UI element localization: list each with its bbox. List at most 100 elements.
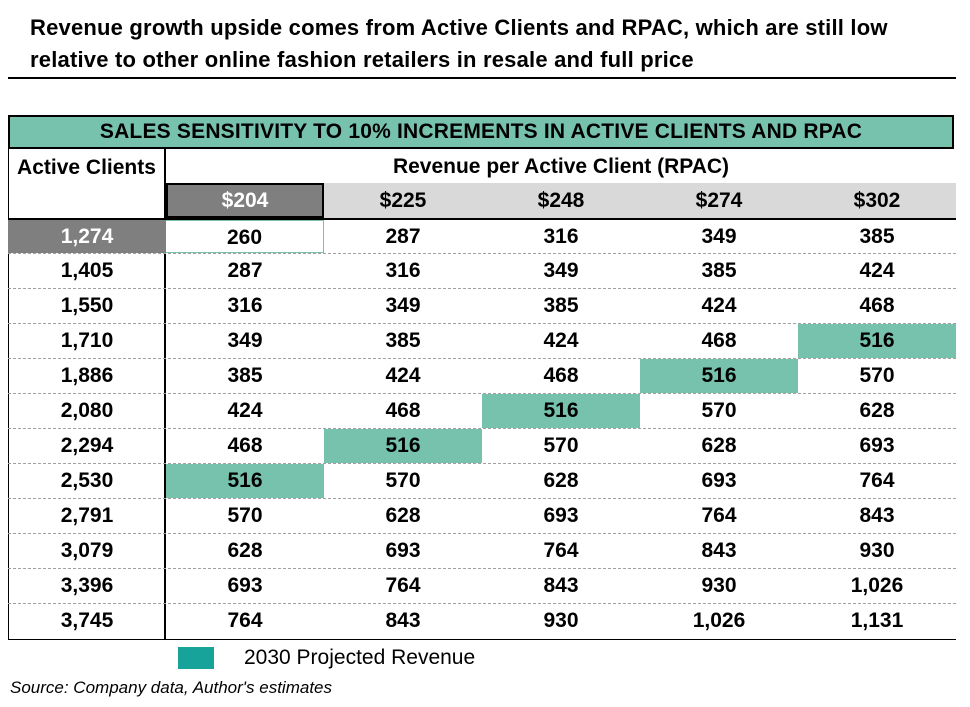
revenue-cell: 693 xyxy=(227,574,263,597)
active-clients-cell: 2,080 xyxy=(60,399,114,422)
revenue-cell: 468 xyxy=(227,434,263,457)
projected-revenue-cell: 516 xyxy=(166,464,324,498)
active-clients-cell: 1,274 xyxy=(8,220,166,253)
revenue-cell: 930 xyxy=(701,574,737,597)
revenue-cell: 385 xyxy=(385,329,421,352)
revenue-cell: 570 xyxy=(227,504,263,527)
revenue-cell: 764 xyxy=(543,539,579,562)
revenue-cell: 930 xyxy=(543,609,579,632)
table-row: 3,079 628 693 764 843 930 xyxy=(8,533,956,568)
revenue-cell: 349 xyxy=(543,259,579,282)
revenue-cell: 424 xyxy=(859,259,895,282)
table-row: 2,791 570 628 693 764 843 xyxy=(8,498,956,533)
revenue-cell: 843 xyxy=(385,609,421,632)
table-row: 1,550 316 349 385 424 468 xyxy=(8,288,956,323)
revenue-cell: 316 xyxy=(227,294,263,317)
revenue-cell: 385 xyxy=(859,225,895,248)
table-row: 2,294 468 516 570 628 693 xyxy=(8,428,956,463)
revenue-cell: 764 xyxy=(227,609,263,632)
revenue-cell: 468 xyxy=(859,294,895,317)
active-clients-cell: 1,710 xyxy=(60,329,114,352)
active-clients-header: Active Clients xyxy=(17,156,156,179)
revenue-cell: 385 xyxy=(227,364,263,387)
revenue-cell: 628 xyxy=(385,504,421,527)
active-clients-cell: 2,530 xyxy=(60,469,114,492)
table-row: 2,080 424 468 516 570 628 xyxy=(8,393,956,428)
revenue-cell: 424 xyxy=(227,399,263,422)
table-title: SALES SENSITIVITY TO 10% INCREMENTS IN A… xyxy=(8,115,954,149)
revenue-cell: 843 xyxy=(701,539,737,562)
projected-revenue-cell: 516 xyxy=(482,394,640,428)
active-clients-cell: 3,396 xyxy=(60,574,114,597)
active-clients-cell: 1,550 xyxy=(60,294,114,317)
revenue-cell: 316 xyxy=(385,259,421,282)
table-row: 1,710 349 385 424 468 516 xyxy=(8,323,956,358)
rpac-column-headers: $204 $225 $248 $274 $302 xyxy=(166,183,956,218)
revenue-cell: 349 xyxy=(385,294,421,317)
rpac-column-header: $302 xyxy=(853,189,901,212)
headline: Revenue growth upside comes from Active … xyxy=(30,15,888,72)
projected-revenue-cell: 516 xyxy=(798,324,956,358)
revenue-cell: 349 xyxy=(227,329,263,352)
rpac-column-header: $225 xyxy=(379,189,427,212)
table-body: 1,274 260 287 316 349 385 1,405 287 316 349 385 424… xyxy=(8,218,956,638)
revenue-cell: 1,026 xyxy=(850,574,904,597)
source-note: Source: Company data, Author's estimates xyxy=(10,678,332,697)
active-clients-cell: 3,745 xyxy=(60,609,114,632)
revenue-cell: 468 xyxy=(701,329,737,352)
revenue-cell: 843 xyxy=(543,574,579,597)
revenue-cell: 1,026 xyxy=(692,609,746,632)
revenue-cell: 385 xyxy=(543,294,579,317)
active-clients-cell: 1,405 xyxy=(60,259,114,282)
active-clients-cell: 3,079 xyxy=(60,539,114,562)
table-row: 3,396 693 764 843 930 1,026 xyxy=(8,568,956,603)
legend: 2030 Projected Revenue xyxy=(178,645,475,671)
revenue-cell: 764 xyxy=(701,504,737,527)
sensitivity-table xyxy=(8,148,956,640)
revenue-cell: 570 xyxy=(701,399,737,422)
headline-rule xyxy=(8,77,956,79)
revenue-cell: 843 xyxy=(859,504,895,527)
revenue-cell: 424 xyxy=(385,364,421,387)
revenue-cell: 628 xyxy=(227,539,263,562)
rpac-header: Revenue per Active Client (RPAC) xyxy=(392,155,730,178)
revenue-cell: 424 xyxy=(543,329,579,352)
revenue-cell: 764 xyxy=(385,574,421,597)
table-row: 3,745 764 843 930 1,026 1,131 xyxy=(8,603,956,638)
revenue-cell: 424 xyxy=(701,294,737,317)
column-divider xyxy=(164,149,166,640)
table-row: 1,274 260 287 316 349 385 xyxy=(8,218,956,253)
active-clients-cell: 2,791 xyxy=(60,504,114,527)
revenue-cell: 930 xyxy=(859,539,895,562)
projected-revenue-cell: 516 xyxy=(640,359,798,393)
revenue-cell: 570 xyxy=(385,469,421,492)
revenue-cell: 693 xyxy=(701,469,737,492)
revenue-cell: 570 xyxy=(859,364,895,387)
active-clients-cell: 2,294 xyxy=(60,434,114,457)
table-row: 1,886 385 424 468 516 570 xyxy=(8,358,956,393)
table-row: 1,405 287 316 349 385 424 xyxy=(8,253,956,288)
revenue-cell: 693 xyxy=(859,434,895,457)
active-clients-cell: 1,886 xyxy=(60,364,114,387)
revenue-cell: 628 xyxy=(859,399,895,422)
revenue-cell: 316 xyxy=(543,225,579,248)
rpac-column-header: $248 xyxy=(537,189,585,212)
revenue-cell: 764 xyxy=(859,469,895,492)
revenue-cell: 693 xyxy=(543,504,579,527)
projected-revenue-cell: 516 xyxy=(324,429,482,463)
revenue-cell: 468 xyxy=(385,399,421,422)
revenue-cell: 570 xyxy=(543,434,579,457)
revenue-cell: 287 xyxy=(385,225,421,248)
rpac-column-header: $274 xyxy=(695,189,743,212)
revenue-cell: 628 xyxy=(701,434,737,457)
legend-label: 2030 Projected Revenue xyxy=(244,646,476,669)
revenue-cell: 287 xyxy=(227,259,263,282)
revenue-cell: 385 xyxy=(701,259,737,282)
revenue-cell: 628 xyxy=(543,469,579,492)
revenue-cell: 1,131 xyxy=(850,609,904,632)
revenue-cell: 349 xyxy=(701,225,737,248)
revenue-cell: 468 xyxy=(543,364,579,387)
revenue-cell: 260 xyxy=(166,220,324,253)
table-row: 2,530 516 570 628 693 764 xyxy=(8,463,956,498)
revenue-cell: 693 xyxy=(385,539,421,562)
